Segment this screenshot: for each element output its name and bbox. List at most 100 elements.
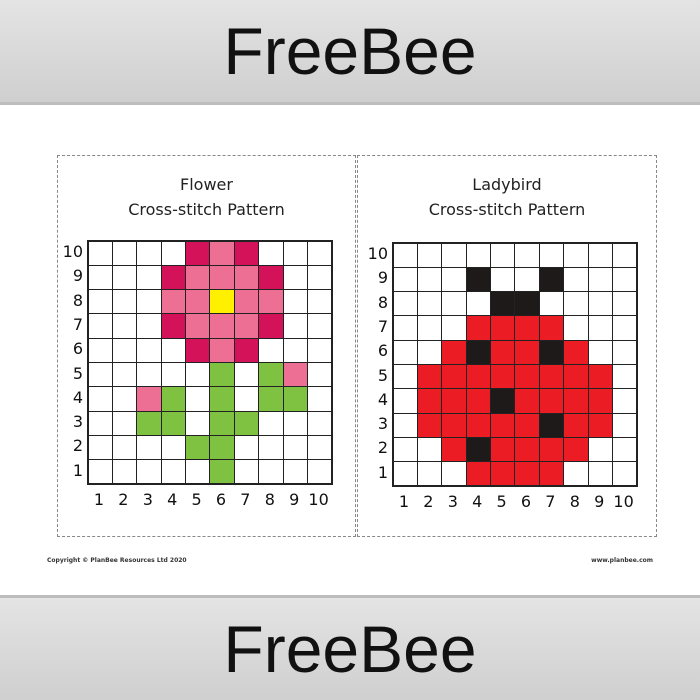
grid-cell: [307, 459, 333, 485]
grid-cell: [233, 410, 260, 436]
grid-cell: [465, 436, 492, 463]
grid-cell: [185, 264, 211, 291]
grid-cell: [441, 363, 467, 390]
y-axis-label: 1: [72, 460, 83, 480]
x-axis-label: 4: [472, 492, 483, 511]
x-axis-label: 3: [142, 490, 153, 509]
grid-cell: [612, 291, 638, 317]
grid-cell: [185, 240, 211, 266]
grid-cell: [465, 363, 492, 390]
grid-cell: [490, 315, 516, 341]
brand-text: FreeBee: [223, 612, 477, 686]
grid-cell: [392, 339, 418, 365]
grid-cell: [514, 388, 540, 414]
x-axis-label: 8: [264, 490, 275, 509]
grid-cell: [233, 240, 260, 266]
grid-cell: [233, 264, 260, 291]
grid-cell: [160, 410, 187, 436]
grid-cell: [416, 266, 443, 293]
grid-cell: [465, 242, 492, 268]
grid-cell: [587, 412, 614, 438]
pattern-title: Flower: [180, 175, 233, 194]
grid-cell: [185, 386, 211, 412]
grid-cell: [307, 434, 333, 461]
grid-cell: [587, 436, 614, 463]
x-axis-label: 9: [594, 492, 605, 511]
grid-cell: [538, 461, 565, 487]
pattern-subtitle: Cross-stitch Pattern: [428, 200, 586, 219]
grid-cell: [136, 361, 162, 388]
grid-cell: [233, 459, 260, 485]
grid-cell: [514, 315, 540, 341]
grid-cell: [416, 339, 443, 365]
grid-cell: [233, 386, 260, 412]
grid-cell: [258, 337, 284, 363]
grid-cell: [282, 410, 309, 436]
grid-cell: [465, 339, 492, 365]
grid-cell: [258, 289, 284, 315]
grid-cell: [307, 361, 333, 388]
grid-cell: [282, 289, 309, 315]
grid-cell: [612, 363, 638, 390]
grid-cell: [465, 388, 492, 414]
grid-cell: [87, 459, 113, 485]
grid-cell: [185, 361, 211, 388]
grid-cell: [563, 242, 589, 268]
grid-cell: [441, 315, 467, 341]
grid-cell: [416, 291, 443, 317]
x-axis-label: 8: [569, 492, 580, 511]
grid-cell: [465, 461, 492, 487]
grid-cell: [136, 386, 162, 412]
grid-cell: [441, 291, 467, 317]
grid-cell: [416, 363, 443, 390]
grid-cell: [160, 289, 187, 315]
grid-cell: [111, 434, 138, 461]
grid-cell: [490, 412, 516, 438]
grid-cell: [465, 291, 492, 317]
grid-cell: [209, 361, 235, 388]
grid-cell: [514, 461, 540, 487]
grid-cell: [209, 264, 235, 291]
grid-cell: [307, 289, 333, 315]
grid-cell: [612, 315, 638, 341]
grid-cell: [111, 289, 138, 315]
y-axis-label: 1: [377, 462, 388, 482]
grid-cell: [136, 289, 162, 315]
grid-cell: [441, 266, 467, 293]
grid-cell: [258, 410, 284, 436]
grid-cell: [87, 337, 113, 363]
y-axis-label: 6: [72, 339, 83, 359]
grid-cell: [514, 339, 540, 365]
grid-cell: [612, 388, 638, 414]
grid-cell: [160, 240, 187, 266]
grid-cell: [209, 240, 235, 266]
grid-cell: [490, 339, 516, 365]
grid-cell: [538, 412, 565, 438]
grid-cell: [209, 459, 235, 485]
grid-cell: [612, 339, 638, 365]
grid-cell: [612, 412, 638, 438]
grid-cell: [441, 436, 467, 463]
grid-cell: [587, 388, 614, 414]
grid-cell: [465, 315, 492, 341]
grid-cell: [392, 315, 418, 341]
grid-cell: [307, 337, 333, 363]
top-banner: FreeBee: [0, 0, 700, 102]
grid-cell: [136, 240, 162, 266]
x-axis-label: 4: [167, 490, 178, 509]
grid-cell: [282, 313, 309, 339]
grid-cell: [111, 313, 138, 339]
grid-cell: [490, 291, 516, 317]
grid-cell: [490, 266, 516, 293]
grid-cell: [538, 363, 565, 390]
grid-cell: [465, 266, 492, 293]
grid-cell: [258, 240, 284, 266]
grid-cell: [282, 240, 309, 266]
grid-cell: [111, 386, 138, 412]
grid-cell: [563, 436, 589, 463]
grid-cell: [392, 436, 418, 463]
grid-cell: [490, 436, 516, 463]
grid-cell: [416, 412, 443, 438]
y-axis-label: 6: [377, 341, 388, 361]
grid-cell: [185, 313, 211, 339]
